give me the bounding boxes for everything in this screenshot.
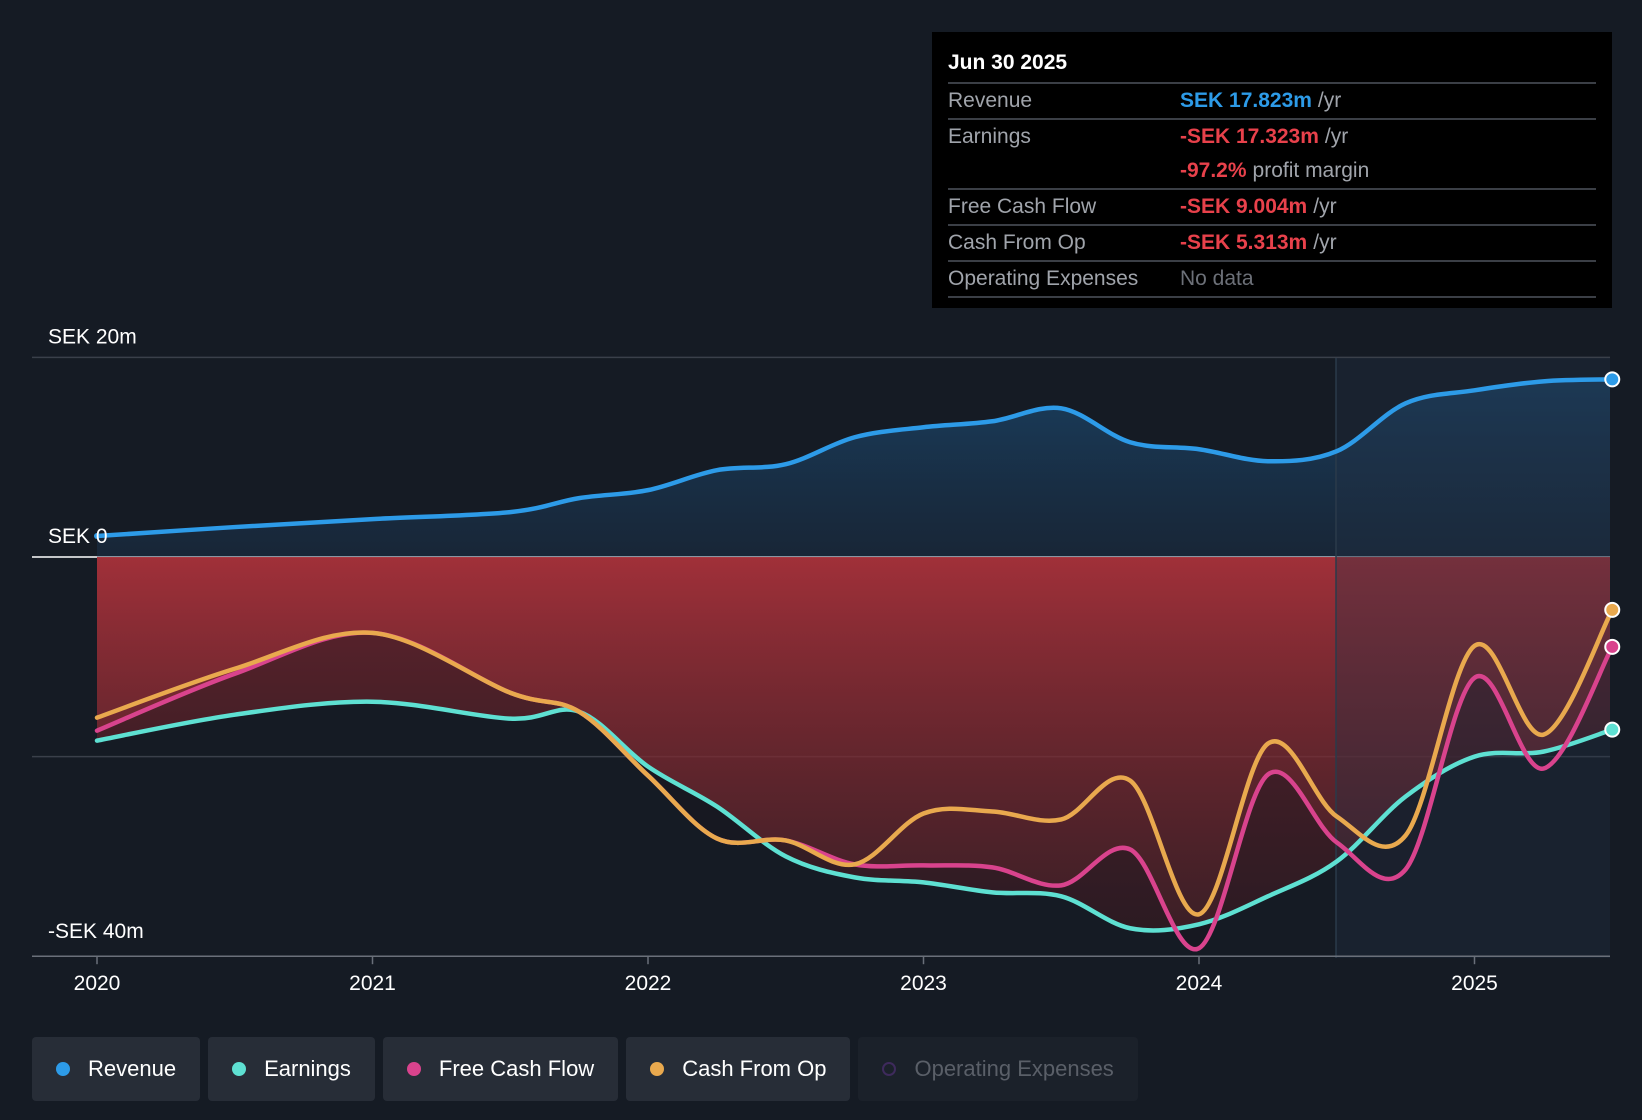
series-end-point [1604,721,1621,738]
legend-label-earnings: Earnings [264,1056,351,1081]
tooltip-fcf-value: -SEK 9.004m [1180,195,1308,218]
tooltip-earnings-value: -SEK 17.323m [1180,125,1319,148]
series-end-point [1604,601,1621,618]
revenue-dot-icon [56,1062,70,1076]
tooltip-date: Jun 30 2025 [948,51,1068,74]
tooltip-opex-value: No data [1180,267,1254,290]
tooltip-row-cfo: Cash From Op -SEK 5.313m /yr [948,224,1596,260]
data-tooltip: Jun 30 2025 Revenue SEK 17.823m /yr Earn… [932,32,1612,308]
tooltip-earnings-label: Earnings [948,125,1031,148]
y-axis-label: SEK 20m [48,325,137,348]
legend-label-operating-expenses: Operating Expenses [914,1056,1114,1081]
y-axis-label: -SEK 40m [48,920,144,943]
tooltip-fcf-label: Free Cash Flow [948,195,1097,218]
tooltip-revenue-value: SEK 17.823m [1180,89,1312,112]
tooltip-cfo-unit: /yr [1313,231,1337,254]
series-start-point [94,533,100,540]
operating-expenses-dot-icon [882,1062,897,1076]
tooltip-row-opex: Operating Expenses No data [948,260,1596,298]
cash-from-op-dot-icon [650,1062,665,1076]
legend-item-cash-from-op[interactable]: Cash From Op [626,1037,851,1101]
series-end-point [1604,371,1621,388]
y-axis-label: SEK 0 [48,525,108,548]
legend-label-revenue: Revenue [88,1056,177,1081]
legend-item-operating-expenses[interactable]: Operating Expenses [858,1037,1138,1101]
x-tick-label: 2020 [74,972,121,995]
tooltip-cfo-label: Cash From Op [948,231,1086,254]
tooltip-revenue-label: Revenue [948,89,1033,112]
legend-item-free-cash-flow[interactable]: Free Cash Flow [382,1037,619,1101]
series-line-cash-from-op [94,607,1615,917]
legend-item-earnings[interactable]: Earnings [208,1037,375,1101]
x-tick-label: 2024 [1176,972,1223,995]
x-tick-label: 2022 [625,972,672,995]
tooltip-cfo-value: -SEK 5.313m [1180,231,1308,254]
chart-legend: Revenue Earnings Free Cash Flow Cash Fro… [32,1037,1138,1101]
tooltip-margin-unit: profit margin [1252,159,1370,182]
tooltip-earnings-unit: /yr [1324,125,1349,148]
series-end-point [1604,638,1621,655]
x-tick-label: 2023 [900,972,947,995]
x-tick-label: 2021 [349,972,396,995]
earnings-dot-icon [232,1062,247,1076]
forecast-shade [1336,358,1610,958]
revenue-area [97,379,1610,557]
series-line-revenue [94,377,1615,539]
tooltip-row-fcf: Free Cash Flow -SEK 9.004m /yr [948,188,1596,224]
tooltip-row-earnings: Earnings -SEK 17.323m /yr [948,118,1596,154]
tooltip-opex-label: Operating Expenses [948,267,1139,290]
tooltip-row-revenue: Revenue SEK 17.823m /yr [948,82,1596,118]
legend-label-free-cash-flow: Free Cash Flow [438,1056,595,1081]
legend-item-revenue[interactable]: Revenue [32,1037,201,1101]
tooltip-revenue-unit: /yr [1317,89,1342,112]
series-line-earnings [94,699,1615,933]
x-tick-label: 2025 [1451,972,1498,995]
tooltip-margin-value: -97.2% [1180,159,1247,182]
tooltip-fcf-unit: /yr [1313,195,1337,218]
tooltip-row-margin: -97.2% profit margin [948,154,1596,188]
free-cash-flow-dot-icon [406,1062,421,1076]
legend-label-cash-from-op: Cash From Op [682,1056,827,1081]
